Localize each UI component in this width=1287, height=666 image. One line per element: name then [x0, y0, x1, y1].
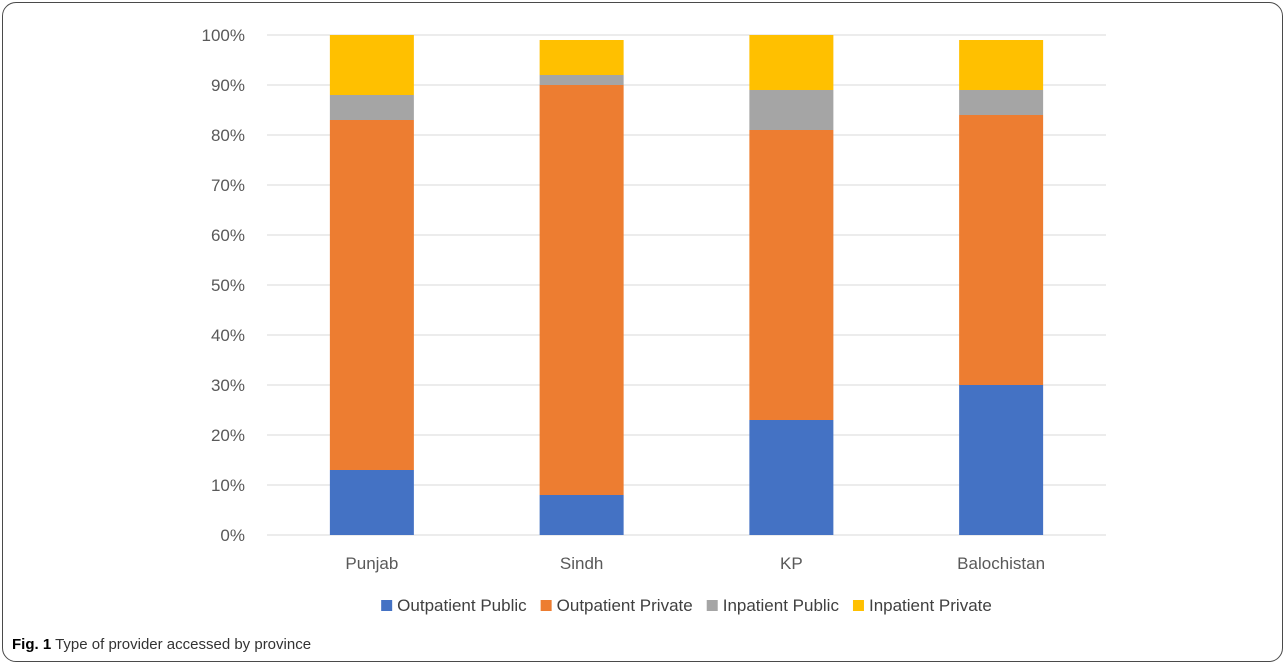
x-tick-label: Sindh: [560, 554, 603, 573]
x-tick-label: KP: [780, 554, 803, 573]
bar-segment: [539, 85, 624, 495]
figure-caption-text: Type of provider accessed by province: [55, 636, 312, 653]
figure-caption: Fig. 1 Type of provider accessed by prov…: [12, 636, 311, 653]
bar-segment: [749, 420, 834, 535]
y-axis-ticks: 0% 10% 20% 30% 40% 50% 60% 70% 80% 90% 100%: [202, 26, 245, 545]
bar-segment: [539, 495, 624, 535]
figure-label: Fig. 1: [12, 636, 52, 653]
legend-swatch: [852, 600, 864, 611]
bar-segment: [539, 75, 624, 85]
y-tick-label: 50%: [211, 276, 245, 295]
y-tick-label: 20%: [211, 426, 245, 445]
bar-segment: [329, 35, 414, 95]
legend-label: Outpatient Public: [397, 596, 527, 615]
stacked-bar-chart: 0% 10% 20% 30% 40% 50% 60% 70% 80% 90% 100% Punjab…: [202, 26, 1106, 615]
y-tick-label: 80%: [211, 126, 245, 145]
legend: Outpatient Public Outpatient Private Inpat…: [381, 596, 992, 615]
bar-segment: [959, 90, 1044, 115]
bar-segment: [749, 130, 834, 420]
y-tick-label: 40%: [211, 326, 245, 345]
legend-label: Inpatient Public: [723, 596, 840, 615]
x-tick-label: Balochistan: [957, 554, 1045, 573]
y-tick-label: 60%: [211, 226, 245, 245]
legend-swatch: [540, 600, 552, 611]
bar-segment: [329, 95, 414, 120]
x-tick-label: Punjab: [345, 554, 398, 573]
legend-swatch: [706, 600, 718, 611]
bar-segment: [959, 385, 1044, 535]
bar-segment: [959, 115, 1044, 385]
bar-segment: [539, 40, 624, 75]
y-tick-label: 100%: [202, 26, 245, 45]
legend-swatch: [381, 600, 393, 611]
y-tick-label: 30%: [211, 376, 245, 395]
bar-segment: [959, 40, 1044, 90]
bar-segment: [329, 120, 414, 470]
y-tick-label: 90%: [211, 76, 245, 95]
bar-segment: [749, 90, 834, 130]
bars: [329, 35, 1044, 535]
legend-label: Outpatient Private: [557, 596, 693, 615]
bar-segment: [329, 470, 414, 535]
x-axis-ticks: Punjab Sindh KP Balochistan: [345, 554, 1045, 573]
legend-label: Inpatient Private: [869, 596, 992, 615]
y-tick-label: 10%: [211, 476, 245, 495]
bar-segment: [749, 35, 834, 90]
y-tick-label: 70%: [211, 176, 245, 195]
y-tick-label: 0%: [220, 526, 245, 545]
